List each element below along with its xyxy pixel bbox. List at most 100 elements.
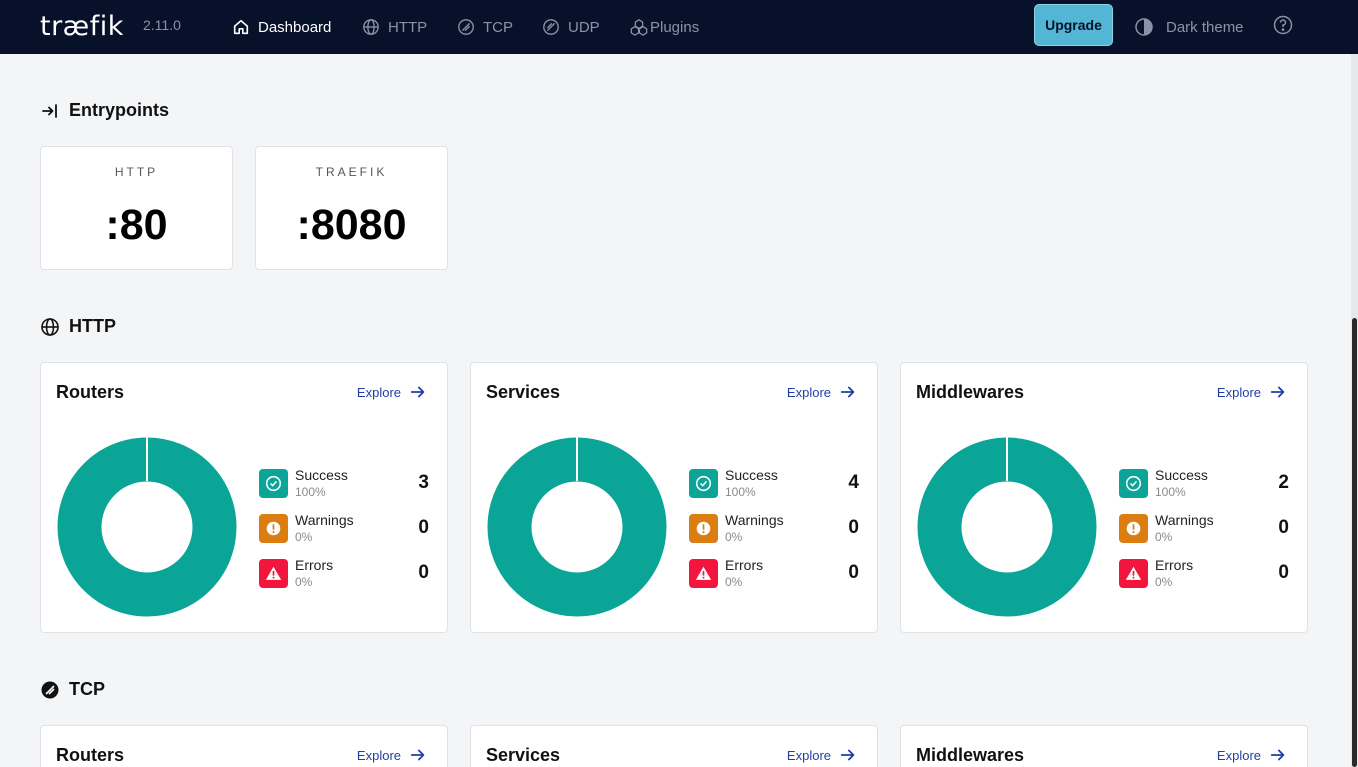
- stat-errors: Errors 0% 0: [689, 557, 859, 589]
- warning-circle-icon: [696, 521, 711, 536]
- tcp-routers-card: Routers Explore: [40, 725, 448, 767]
- nav-dashboard[interactable]: Dashboard: [232, 0, 331, 54]
- arrow-right-icon: [1270, 749, 1285, 761]
- entrypoint-name: HTTP: [114, 165, 159, 179]
- stat-label: Warnings: [295, 512, 354, 528]
- stat-percent: 0%: [1155, 575, 1173, 589]
- stat-success: Success 100% 4: [689, 467, 859, 499]
- entrypoint-icon: [42, 103, 57, 118]
- entrypoint-card-traefik: TRAEFIK :8080: [255, 146, 448, 270]
- tcp-icon: [41, 681, 59, 698]
- explore-link[interactable]: Explore: [357, 746, 427, 764]
- explore-label: Explore: [786, 384, 831, 400]
- theme-toggle[interactable]: Dark theme: [1134, 0, 1244, 54]
- stat-count: 2: [1278, 472, 1289, 493]
- http-middlewares-card: Middlewares Explore Success 100% 2 Warni…: [900, 362, 1308, 633]
- explore-label: Explore: [1216, 747, 1261, 763]
- check-circle-icon: [265, 475, 282, 492]
- stat-percent: 0%: [1155, 530, 1173, 544]
- stat-label: Warnings: [1155, 512, 1214, 528]
- check-circle-icon: [1125, 475, 1142, 492]
- entrypoint-name: TRAEFIK: [315, 165, 388, 179]
- warning-badge: [259, 514, 288, 543]
- explore-label: Explore: [1216, 384, 1261, 400]
- entrypoint-card-http: HTTP :80: [40, 146, 233, 270]
- status-donut-chart: [57, 436, 237, 617]
- nav-tcp[interactable]: TCP: [457, 0, 513, 54]
- udp-icon: [543, 19, 559, 35]
- arrow-right-icon: [1270, 386, 1285, 398]
- theme-label: Dark theme: [1166, 18, 1244, 36]
- stat-percent: 0%: [295, 530, 313, 544]
- entrypoint-port: :8080: [296, 201, 407, 249]
- stat-label: Success: [725, 467, 778, 483]
- nav-udp[interactable]: UDP: [542, 0, 600, 54]
- arrow-right-icon: [410, 749, 425, 761]
- http-routers-card: Routers Explore Success 100% 3 Warnings …: [40, 362, 448, 633]
- stat-errors: Errors 0% 0: [1119, 557, 1289, 589]
- stat-label: Success: [1155, 467, 1208, 483]
- card-title: Routers: [56, 382, 125, 402]
- tcp-icon: [458, 19, 474, 35]
- logo[interactable]: træfik: [40, 11, 124, 42]
- error-badge: [1119, 559, 1148, 588]
- scrollbar-thumb[interactable]: [1352, 318, 1357, 767]
- tcp-title: TCP: [69, 679, 105, 699]
- status-donut-chart: [917, 436, 1097, 617]
- card-title: Middlewares: [916, 745, 1025, 765]
- explore-label: Explore: [356, 384, 401, 400]
- check-circle-icon: [695, 475, 712, 492]
- contrast-icon: [1135, 18, 1153, 36]
- stat-count: 3: [418, 472, 429, 493]
- card-title: Routers: [56, 745, 125, 765]
- stat-label: Errors: [1155, 557, 1194, 573]
- stat-count: 0: [418, 562, 429, 583]
- stat-warnings: Warnings 0% 0: [689, 512, 859, 544]
- warning-badge: [689, 514, 718, 543]
- plugins-icon: [630, 19, 648, 36]
- explore-label: Explore: [356, 747, 401, 763]
- arrow-right-icon: [410, 386, 425, 398]
- explore-link[interactable]: Explore: [1217, 383, 1287, 401]
- nav-http[interactable]: HTTP: [362, 0, 427, 54]
- version-label: 2.11.0: [143, 17, 181, 33]
- stat-count: 0: [418, 517, 429, 538]
- stat-warnings: Warnings 0% 0: [259, 512, 429, 544]
- stat-percent: 0%: [725, 530, 743, 544]
- error-triangle-icon: [265, 566, 282, 580]
- nav-udp-label: UDP: [568, 18, 600, 36]
- stat-errors: Errors 0% 0: [259, 557, 429, 589]
- arrow-right-icon: [840, 386, 855, 398]
- stat-count: 0: [1278, 517, 1289, 538]
- http-heading: HTTP: [40, 316, 116, 337]
- globe-icon: [41, 317, 59, 336]
- tcp-services-card: Services Explore: [470, 725, 878, 767]
- card-title: Services: [486, 382, 561, 402]
- warning-circle-icon: [266, 521, 281, 536]
- success-badge: [689, 469, 718, 498]
- stat-count: 4: [848, 472, 859, 493]
- stat-label: Errors: [295, 557, 334, 573]
- error-badge: [689, 559, 718, 588]
- error-triangle-icon: [695, 566, 712, 580]
- stat-label: Success: [295, 467, 348, 483]
- explore-link[interactable]: Explore: [787, 746, 857, 764]
- http-services-card: Services Explore Success 100% 4 Warnings…: [470, 362, 878, 633]
- tcp-heading: TCP: [40, 679, 105, 700]
- explore-link[interactable]: Explore: [787, 383, 857, 401]
- explore-link[interactable]: Explore: [1217, 746, 1287, 764]
- tcp-middlewares-card: Middlewares Explore: [900, 725, 1308, 767]
- success-badge: [259, 469, 288, 498]
- help-icon[interactable]: [1273, 15, 1293, 35]
- stat-label: Errors: [725, 557, 764, 573]
- stat-warnings: Warnings 0% 0: [1119, 512, 1289, 544]
- error-triangle-icon: [1125, 566, 1142, 580]
- nav-plugins[interactable]: Plugins: [630, 0, 699, 54]
- entrypoint-port: :80: [105, 201, 168, 249]
- upgrade-button[interactable]: Upgrade: [1034, 4, 1113, 46]
- stat-count: 0: [1278, 562, 1289, 583]
- page-scrollbar[interactable]: [1351, 54, 1358, 767]
- explore-link[interactable]: Explore: [357, 383, 427, 401]
- stat-count: 0: [848, 562, 859, 583]
- top-nav: træfik 2.11.0 Dashboard HTTP TCP UDP Plu…: [0, 0, 1358, 54]
